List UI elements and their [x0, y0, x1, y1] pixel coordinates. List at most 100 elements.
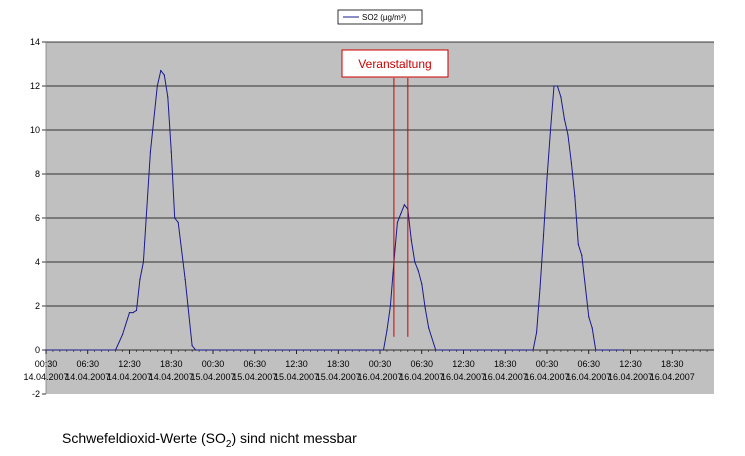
x-tick-label-date: 16.04.2007	[566, 372, 611, 382]
x-tick-label-date: 15.04.2007	[232, 372, 277, 382]
data-point	[163, 74, 165, 76]
data-point	[535, 331, 538, 333]
x-tick-label-time: 18:30	[160, 359, 183, 369]
x-tick-label-time: 12:30	[285, 359, 308, 369]
x-tick-label-time: 00:30	[202, 359, 225, 369]
data-point	[421, 283, 423, 285]
data-point	[615, 349, 618, 351]
data-point	[595, 349, 597, 351]
x-tick-label-time: 00:30	[369, 359, 392, 369]
data-point	[139, 279, 141, 281]
data-point	[132, 312, 134, 314]
data-point	[532, 349, 534, 351]
data-point	[435, 349, 437, 351]
data-point	[184, 279, 186, 281]
data-point	[591, 327, 593, 329]
y-tick-label: 0	[35, 345, 40, 355]
data-point	[574, 195, 576, 197]
data-point	[556, 85, 559, 87]
data-point	[546, 177, 548, 179]
x-tick-label-time: 06:30	[76, 359, 99, 369]
data-point	[424, 307, 426, 309]
x-tick-label-date: 16.04.2007	[357, 372, 402, 382]
y-tick-label: 4	[35, 257, 40, 267]
x-tick-label-time: 12:30	[619, 359, 642, 369]
data-point	[160, 70, 162, 72]
x-tick-label-date: 16.04.2007	[524, 372, 569, 382]
data-point	[45, 349, 47, 351]
data-point	[191, 345, 193, 347]
data-point	[563, 118, 565, 120]
x-tick-label-time: 00:30	[35, 359, 58, 369]
data-point	[567, 133, 569, 135]
x-tick-label-date: 14.04.2007	[107, 372, 152, 382]
x-tick-label-time: 06:30	[577, 359, 600, 369]
x-tick-label-time: 00:30	[536, 359, 559, 369]
x-tick-label-date: 16.04.2007	[399, 372, 444, 382]
x-tick-label-time: 12:30	[452, 359, 475, 369]
data-point	[577, 243, 579, 245]
data-point	[135, 309, 138, 311]
y-tick-label: -2	[32, 389, 40, 399]
y-tick-label: 8	[35, 169, 40, 179]
data-point	[156, 85, 158, 87]
x-tick-label-date: 14.04.2007	[23, 372, 68, 382]
x-tick-label-date: 16.04.2007	[441, 372, 486, 382]
data-point	[553, 85, 555, 87]
data-point	[570, 162, 572, 164]
data-point	[177, 221, 179, 223]
event-label: Veranstaltung	[358, 57, 431, 71]
data-point	[403, 204, 405, 206]
data-point	[588, 316, 590, 318]
data-point	[581, 254, 583, 256]
data-point	[386, 329, 388, 331]
chart-caption: Schwefeldioxid-Werte (SO2) sind nicht me…	[62, 430, 357, 450]
data-point	[195, 349, 197, 351]
data-point	[142, 261, 145, 263]
data-point	[149, 151, 151, 153]
legend-box	[337, 9, 423, 25]
x-tick-label-date: 16.04.2007	[483, 372, 528, 382]
x-axis-ticks: 00:30 14.04.2007 06:30 14.04.2007 12:30 14.04…	[23, 350, 708, 382]
data-point	[400, 213, 402, 215]
data-point	[410, 239, 412, 241]
data-point	[396, 221, 398, 223]
data-point	[417, 270, 419, 272]
caption-suffix: ) sind nicht messbar	[231, 430, 357, 446]
x-tick-label-date: 15.04.2007	[190, 372, 235, 382]
data-point	[428, 327, 430, 329]
data-point	[539, 287, 541, 289]
data-point	[389, 305, 392, 307]
data-point	[379, 349, 381, 351]
data-point	[525, 349, 527, 351]
data-point	[167, 96, 169, 98]
data-point	[198, 349, 200, 351]
data-point	[205, 349, 207, 351]
x-tick-label-date: 15.04.2007	[316, 372, 361, 382]
data-point	[542, 235, 545, 237]
x-tick-label-date: 16.04.2007	[650, 372, 695, 382]
x-tick-label-time: 06:30	[243, 359, 266, 369]
event-label-box	[341, 49, 449, 78]
caption-prefix: Schwefeldioxid-Werte (SO	[62, 430, 226, 446]
data-point	[128, 312, 131, 314]
data-point	[560, 96, 562, 98]
y-tick-label: 12	[30, 81, 40, 91]
y-tick-label: 6	[35, 213, 40, 223]
data-point	[382, 349, 385, 351]
y-axis-ticks: -2 0 2 4 6 8 10 12 14	[30, 37, 47, 399]
x-tick-label-date: 14.04.2007	[65, 372, 110, 382]
data-point	[602, 349, 604, 351]
x-tick-label-time: 18:30	[327, 359, 350, 369]
legend-label: SO2 (µg/m³)	[362, 13, 407, 22]
x-tick-label-time: 12:30	[118, 359, 141, 369]
x-tick-label-date: 16.04.2007	[608, 372, 653, 382]
data-point	[522, 349, 524, 351]
data-point	[414, 261, 416, 263]
x-tick-label-time: 18:30	[661, 359, 684, 369]
annotation-layer: Veranstaltung	[341, 49, 449, 337]
data-point	[201, 349, 204, 351]
legend: SO2 (µg/m³)	[337, 9, 423, 25]
caption-subscript: 2	[225, 438, 232, 450]
